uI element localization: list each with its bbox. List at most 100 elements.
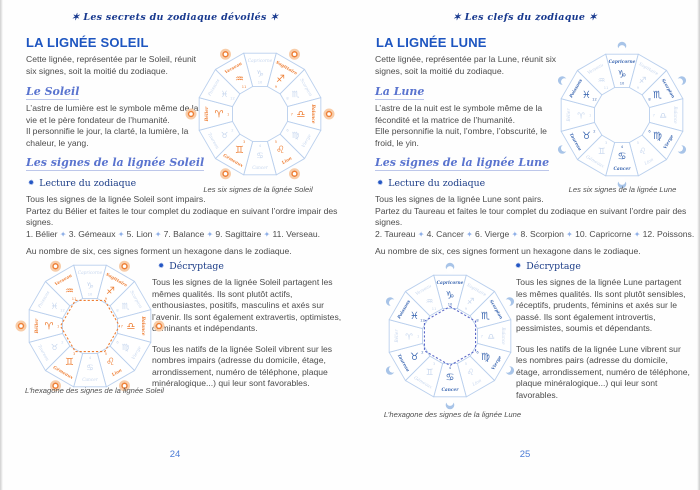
svg-text:10: 10 xyxy=(258,81,263,85)
svg-text:♈: ♈ xyxy=(215,109,224,120)
svg-text:6: 6 xyxy=(116,340,119,344)
sequence-item: 4. Cancer xyxy=(426,229,464,239)
svg-text:12: 12 xyxy=(592,98,597,102)
svg-text:♑: ♑ xyxy=(256,69,264,79)
svg-text:3: 3 xyxy=(73,352,75,356)
intro-paragraph: Cette lignée, représentée par la Lune, r… xyxy=(375,54,557,76)
svg-text:7: 7 xyxy=(653,113,655,117)
svg-text:♐: ♐ xyxy=(276,74,285,85)
sequence-item: 12. Poissons. xyxy=(642,229,695,239)
sequence-separator-icon: ✦ xyxy=(115,230,127,239)
svg-text:Balance: Balance xyxy=(310,103,315,124)
svg-text:8: 8 xyxy=(286,97,289,101)
reading-label-row: ✹ Lecture du zodiaque xyxy=(377,178,485,189)
svg-text:1: 1 xyxy=(227,112,229,116)
sequence-item: 3. Gémeaux xyxy=(68,229,116,239)
svg-text:♉: ♉ xyxy=(221,131,229,141)
svg-text:10: 10 xyxy=(88,293,93,297)
svg-text:3: 3 xyxy=(605,141,607,145)
svg-text:♎: ♎ xyxy=(297,109,306,120)
svg-text:♏: ♏ xyxy=(481,311,490,322)
svg-text:12: 12 xyxy=(420,319,425,323)
svg-text:9: 9 xyxy=(465,307,468,311)
svg-text:2: 2 xyxy=(231,128,233,132)
svg-text:2: 2 xyxy=(421,350,423,354)
svg-text:3: 3 xyxy=(433,362,435,366)
sequence-separator-icon: ✦ xyxy=(463,230,476,239)
svg-text:5: 5 xyxy=(465,362,467,366)
zodiac-wheel-moon-hexagon: Capricorne ♑ 10 Sagittaire ♐ 9 Scorpion ♏ 8 Balan… xyxy=(375,261,525,411)
svg-text:♋: ♋ xyxy=(446,372,455,383)
svg-text:7: 7 xyxy=(121,324,123,328)
sequence-separator-icon: ✦ xyxy=(509,230,521,239)
sequence-item: 7. Balance xyxy=(163,229,205,239)
figure-caption: L’hexagone des signes de la lignée Solei… xyxy=(25,386,164,395)
svg-text:♐: ♐ xyxy=(106,286,115,297)
svg-text:3: 3 xyxy=(243,140,245,144)
svg-text:♑: ♑ xyxy=(618,69,627,80)
svg-text:Lion: Lion xyxy=(471,379,483,389)
page-left: ✶ Les secrets du zodiaque dévoilés ✶ LA … xyxy=(15,12,342,460)
svg-text:10: 10 xyxy=(448,303,453,307)
svg-text:Vierge: Vierge xyxy=(131,345,143,360)
figure-caption: Les six signes de la lignée Lune xyxy=(568,185,677,194)
svg-text:Balance: Balance xyxy=(140,315,145,336)
decrypt-paragraphs: Tous les signes de la lignée Soleil part… xyxy=(152,277,342,389)
svg-text:♒: ♒ xyxy=(65,286,74,297)
svg-text:♊: ♊ xyxy=(598,147,606,157)
decrypt-label: Décryptage xyxy=(526,261,581,272)
svg-text:♉: ♉ xyxy=(51,343,59,353)
sequence-item: 6. Vierge xyxy=(475,229,510,239)
svg-text:♈: ♈ xyxy=(45,321,54,332)
zodiac-wheel-sun-signs: Capricorne ♑ 10 Sagittaire ♐ 9 Scorpion ♏ 8 Balan… xyxy=(185,39,335,189)
svg-text:♓: ♓ xyxy=(582,90,591,101)
svg-text:♉: ♉ xyxy=(582,131,591,142)
svg-text:11: 11 xyxy=(604,86,609,90)
zodiac-wheel-sun-hexagon: Capricorne ♑ 10 Sagittaire ♐ 9 Scorpion ♏ 8 Balan… xyxy=(15,251,165,401)
svg-text:6: 6 xyxy=(648,129,651,133)
svg-text:♒: ♒ xyxy=(426,297,434,307)
svg-text:♓: ♓ xyxy=(221,90,229,100)
sequence-separator-icon: ✦ xyxy=(152,230,164,239)
sequence-item: 9. Sagittaire xyxy=(215,229,262,239)
svg-text:♑: ♑ xyxy=(86,281,94,291)
sun-bullet-icon: ✹ xyxy=(158,261,165,270)
svg-text:Balance: Balance xyxy=(672,105,677,124)
zodiac-wheel-moon-signs: Capricorne ♑ 10 Sagittaire ♐ 9 Scorpion ♏ 8 Balan… xyxy=(547,40,697,190)
svg-text:9: 9 xyxy=(275,85,278,89)
page-number: 24 xyxy=(169,449,181,460)
svg-text:Bélier: Bélier xyxy=(567,108,572,123)
svg-text:5: 5 xyxy=(105,352,107,356)
page-right: ✶ Les clefs du zodiaque ✶ LA LIGNÉE LUNE… xyxy=(350,0,700,490)
sequence-separator-icon: ✦ xyxy=(57,230,69,239)
svg-text:♋: ♋ xyxy=(86,363,94,373)
sequence-item: 8. Scorpion xyxy=(520,229,564,239)
svg-text:Lion: Lion xyxy=(111,368,124,378)
svg-text:♈: ♈ xyxy=(405,332,413,342)
intro-paragraph: Cette lignée, représentée par le Soleil,… xyxy=(26,54,197,76)
svg-text:♎: ♎ xyxy=(487,332,495,342)
page-title: LA LIGNÉE LUNE xyxy=(376,35,487,50)
svg-text:Lion: Lion xyxy=(643,158,655,168)
svg-text:10: 10 xyxy=(620,82,625,86)
svg-text:Cancer: Cancer xyxy=(614,167,632,172)
svg-text:♌: ♌ xyxy=(467,368,475,378)
svg-text:♍: ♍ xyxy=(481,352,490,363)
sun-bullet-icon: ✹ xyxy=(28,178,35,187)
sun-bullet-icon: ✹ xyxy=(377,178,384,187)
section-title-sun-signs: Les signes de la lignée Soleil xyxy=(26,156,205,171)
sequence-separator-icon: ✦ xyxy=(631,230,643,239)
running-header: ✶ Les secrets du zodiaque dévoilés ✶ xyxy=(71,12,279,23)
svg-text:♊: ♊ xyxy=(235,145,244,156)
svg-text:♍: ♍ xyxy=(122,343,130,353)
section-moon-body: L’astre de la nuit est le symbole même d… xyxy=(375,103,547,148)
decrypt-label: Décryptage xyxy=(169,261,224,272)
svg-text:Vierge: Vierge xyxy=(301,133,313,148)
sequence-separator-icon: ✦ xyxy=(563,230,576,239)
svg-text:Cancer: Cancer xyxy=(252,166,269,171)
svg-text:8: 8 xyxy=(116,309,119,313)
sequence-item: 1. Bélier xyxy=(26,229,58,239)
decrypt-paragraphs: Tous les signes de la lignée Lune partag… xyxy=(516,277,690,400)
